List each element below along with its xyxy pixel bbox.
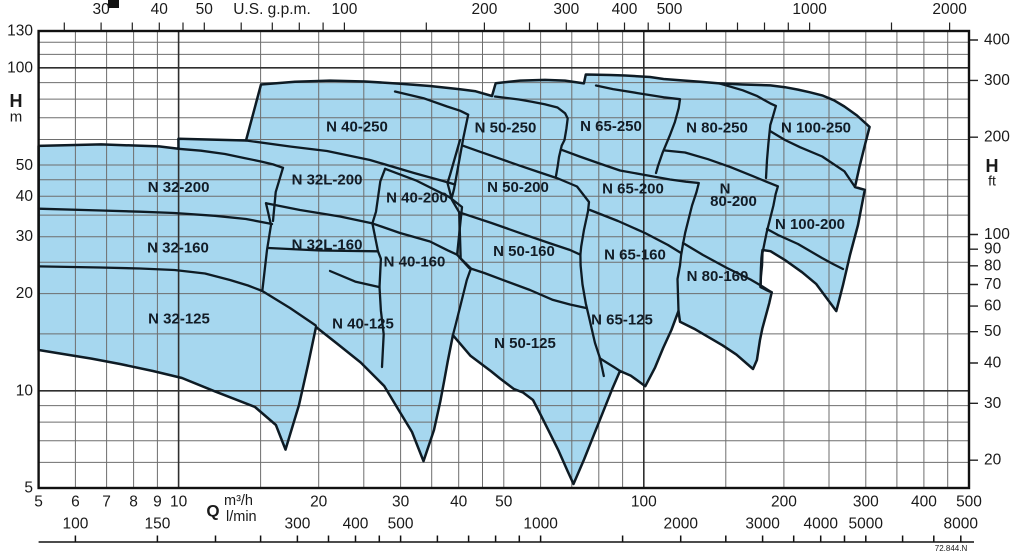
- svg-text:500: 500: [657, 1, 683, 18]
- svg-text:H: H: [986, 156, 999, 176]
- svg-text:50: 50: [16, 157, 34, 174]
- svg-text:N 100-200: N 100-200: [775, 216, 845, 233]
- svg-text:100: 100: [631, 494, 657, 511]
- svg-text:70: 70: [984, 276, 1002, 293]
- svg-text:50: 50: [196, 1, 214, 18]
- svg-text:72.844.N: 72.844.N: [935, 544, 968, 553]
- svg-text:N 50-250: N 50-250: [475, 120, 537, 137]
- svg-text:80: 80: [984, 257, 1002, 274]
- svg-text:200: 200: [471, 1, 497, 18]
- svg-text:20: 20: [310, 494, 328, 511]
- svg-text:30: 30: [16, 228, 34, 245]
- svg-text:40: 40: [151, 1, 169, 18]
- svg-text:150: 150: [144, 516, 170, 533]
- svg-text:40: 40: [984, 355, 1002, 372]
- svg-text:6: 6: [71, 494, 80, 511]
- svg-text:8000: 8000: [944, 516, 979, 533]
- svg-text:N 40-160: N 40-160: [384, 254, 446, 271]
- svg-text:100: 100: [331, 1, 357, 18]
- svg-text:40: 40: [16, 188, 34, 205]
- svg-text:5000: 5000: [849, 516, 884, 533]
- svg-text:ft: ft: [988, 173, 996, 189]
- svg-text:N 80-250: N 80-250: [686, 120, 748, 137]
- svg-text:4000: 4000: [803, 516, 838, 533]
- svg-text:30: 30: [984, 395, 1002, 412]
- svg-text:m: m: [10, 109, 23, 126]
- svg-text:50: 50: [984, 323, 1002, 340]
- svg-text:Q: Q: [206, 502, 219, 521]
- svg-text:2000: 2000: [663, 516, 698, 533]
- svg-text:60: 60: [984, 298, 1002, 315]
- svg-text:200: 200: [771, 494, 797, 511]
- svg-text:N: N: [720, 181, 731, 198]
- svg-text:400: 400: [911, 494, 937, 511]
- svg-text:N 50-200: N 50-200: [487, 179, 549, 196]
- svg-text:N 32-125: N 32-125: [148, 311, 210, 328]
- svg-text:100: 100: [7, 59, 33, 76]
- svg-text:7: 7: [102, 494, 111, 511]
- svg-text:N 32L-200: N 32L-200: [292, 172, 363, 189]
- svg-text:5: 5: [24, 480, 33, 497]
- svg-text:N 32-160: N 32-160: [147, 240, 209, 257]
- svg-text:U.S. g.p.m.: U.S. g.p.m.: [233, 1, 311, 18]
- svg-text:300: 300: [984, 72, 1010, 89]
- svg-text:200: 200: [984, 129, 1010, 146]
- svg-text:1000: 1000: [792, 1, 827, 18]
- svg-text:m³/h: m³/h: [224, 493, 253, 509]
- svg-text:N 32-200: N 32-200: [148, 179, 210, 196]
- svg-text:N 50-160: N 50-160: [493, 243, 555, 260]
- svg-text:N 65-160: N 65-160: [604, 247, 666, 264]
- svg-text:H: H: [10, 91, 23, 111]
- svg-text:N 65-250: N 65-250: [580, 118, 642, 135]
- svg-text:300: 300: [553, 1, 579, 18]
- svg-text:N 80-160: N 80-160: [687, 268, 749, 285]
- svg-text:N 40-250: N 40-250: [326, 119, 388, 136]
- svg-text:80-200: 80-200: [710, 193, 757, 210]
- svg-text:30: 30: [92, 1, 110, 18]
- svg-text:20: 20: [984, 452, 1002, 469]
- svg-text:300: 300: [284, 516, 310, 533]
- svg-text:3000: 3000: [745, 516, 780, 533]
- svg-text:5: 5: [34, 494, 43, 511]
- svg-text:20: 20: [16, 285, 34, 302]
- svg-text:l/min: l/min: [226, 509, 257, 525]
- svg-text:30: 30: [392, 494, 410, 511]
- svg-text:N 32L-160: N 32L-160: [292, 237, 363, 254]
- svg-text:N 40-200: N 40-200: [386, 190, 448, 207]
- svg-text:100: 100: [62, 516, 88, 533]
- svg-text:N 65-200: N 65-200: [602, 181, 664, 198]
- svg-text:500: 500: [388, 516, 414, 533]
- svg-text:100: 100: [984, 226, 1010, 243]
- svg-text:N 50-125: N 50-125: [494, 335, 556, 352]
- svg-text:400: 400: [984, 32, 1010, 49]
- svg-text:10: 10: [16, 382, 34, 399]
- svg-text:N 100-250: N 100-250: [781, 120, 851, 137]
- svg-text:N 65-125: N 65-125: [591, 312, 653, 329]
- svg-text:9: 9: [153, 494, 162, 511]
- svg-text:90: 90: [984, 241, 1002, 258]
- svg-text:500: 500: [956, 494, 982, 511]
- svg-text:40: 40: [450, 494, 468, 511]
- svg-text:400: 400: [612, 1, 638, 18]
- svg-text:8: 8: [129, 494, 138, 511]
- svg-text:300: 300: [853, 494, 879, 511]
- svg-text:50: 50: [495, 494, 513, 511]
- svg-text:130: 130: [7, 23, 33, 40]
- svg-text:400: 400: [343, 516, 369, 533]
- svg-text:10: 10: [170, 494, 188, 511]
- svg-text:1000: 1000: [523, 516, 558, 533]
- svg-text:2000: 2000: [932, 1, 967, 18]
- svg-text:N 40-125: N 40-125: [332, 316, 394, 333]
